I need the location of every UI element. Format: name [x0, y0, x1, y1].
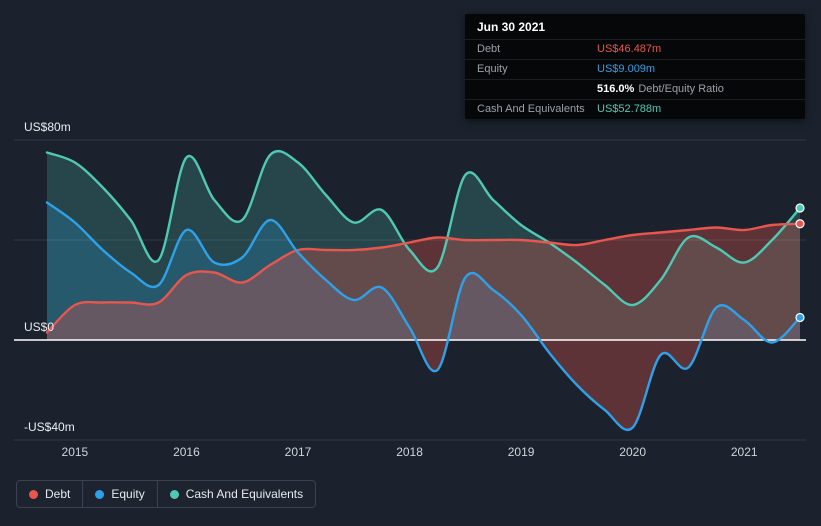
- tooltip-ratio-value: 516.0% Debt/Equity Ratio: [597, 83, 724, 95]
- endpoint-dot-debt[interactable]: [795, 219, 805, 229]
- debt-series-dot: [29, 489, 38, 499]
- tooltip-debt-value: US$46.487m: [597, 43, 662, 55]
- legend-item-debt[interactable]: Debt: [17, 481, 82, 507]
- ratio-percent: 516.0%: [597, 83, 635, 95]
- legend-item-equity[interactable]: Equity: [82, 481, 156, 507]
- series-area-debt: [47, 223, 800, 340]
- y-axis-label: US$0: [24, 320, 55, 334]
- x-axis-label: 2019: [507, 445, 535, 459]
- tooltip-row-ratio: 516.0% Debt/Equity Ratio: [465, 79, 805, 99]
- x-axis-label: 2016: [173, 445, 200, 459]
- equity-series-dot: [95, 489, 105, 499]
- legend-label-debt: Debt: [45, 487, 71, 501]
- x-axis-label: 2017: [284, 445, 312, 459]
- endpoint-dot-cash-and-equivalents[interactable]: [795, 203, 805, 213]
- ratio-label: Debt/Equity Ratio: [638, 83, 724, 95]
- series-area-negative-equity: [47, 340, 800, 430]
- chart-tooltip: Jun 30 2021 Debt US$46.487m Equity US$9.…: [465, 14, 805, 119]
- legend: Debt Equity Cash And Equivalents: [16, 480, 317, 508]
- tooltip-row-equity: Equity US$9.009m: [465, 59, 805, 79]
- cash-series-dot: [169, 489, 179, 499]
- legend-item-cash[interactable]: Cash And Equivalents: [156, 481, 315, 507]
- tooltip-equity-value: US$9.009m: [597, 63, 656, 75]
- endpoint-dot-equity[interactable]: [795, 312, 805, 323]
- tooltip-cash-value: US$52.788m: [597, 103, 662, 115]
- series-line-cash-and-equivalents: [45, 149, 802, 307]
- y-axis-label: -US$40m: [24, 420, 75, 434]
- legend-label-cash: Cash And Equivalents: [185, 487, 304, 501]
- tooltip-row-debt: Debt US$46.487m: [465, 39, 805, 59]
- x-axis-label: 2020: [619, 445, 646, 459]
- tooltip-row-cash: Cash And Equivalents US$52.788m: [465, 99, 805, 119]
- tooltip-debt-label: Debt: [477, 43, 501, 55]
- x-axis-label: 2021: [730, 445, 758, 459]
- tooltip-cash-label: Cash And Equivalents: [477, 103, 585, 115]
- x-axis-label: 2018: [396, 445, 423, 459]
- series-area-equity: [47, 202, 800, 340]
- legend-label-equity: Equity: [111, 487, 145, 501]
- series-line-equity: [45, 201, 802, 431]
- series-line-debt: [45, 222, 802, 334]
- tooltip-equity-label: Equity: [477, 63, 508, 75]
- x-axis-label: 2015: [61, 445, 89, 459]
- tooltip-date: Jun 30 2021: [477, 20, 546, 34]
- y-axis-label: US$80m: [24, 120, 71, 134]
